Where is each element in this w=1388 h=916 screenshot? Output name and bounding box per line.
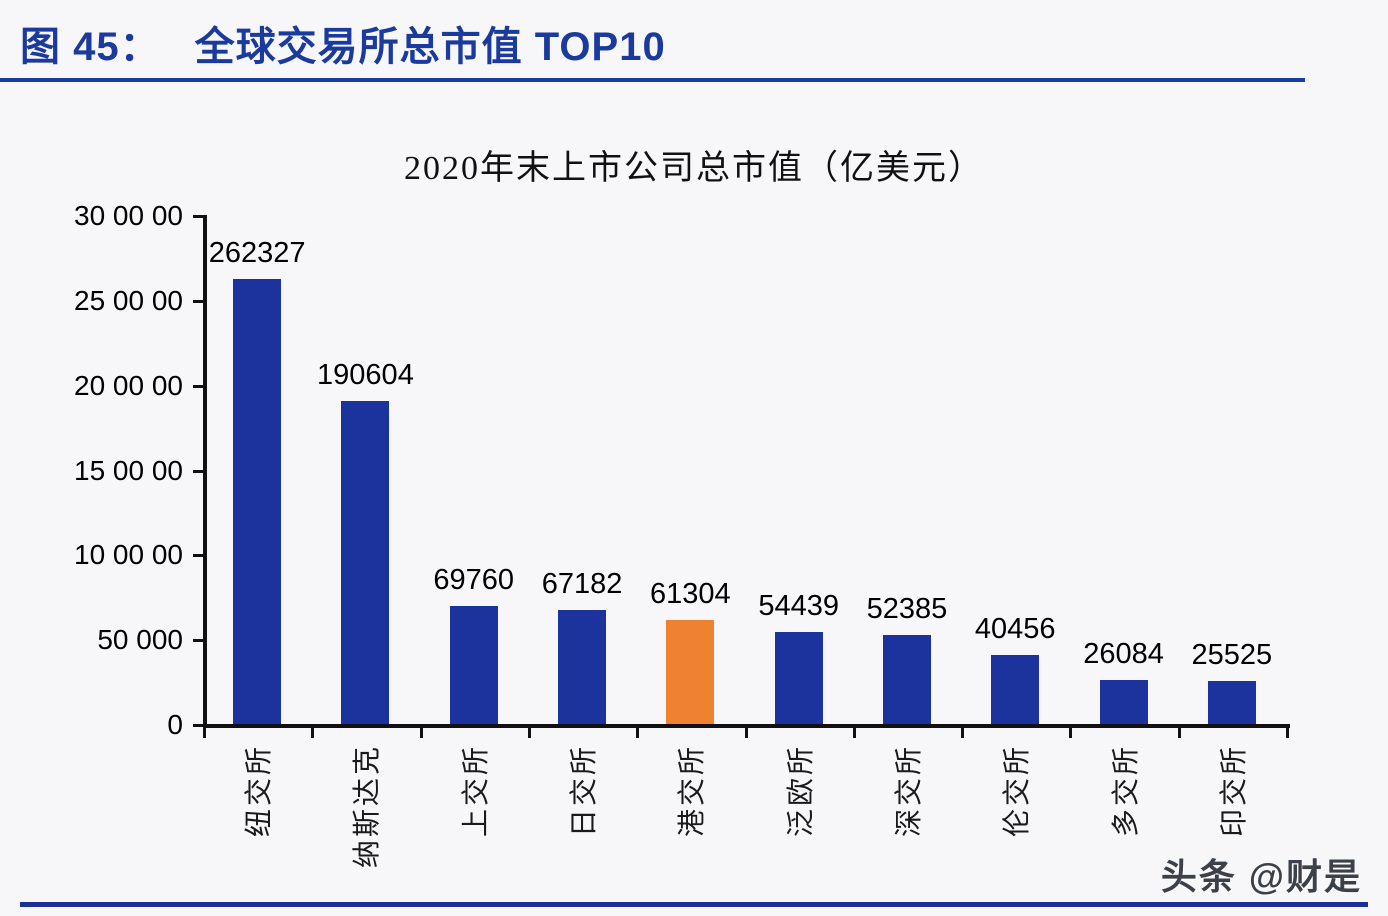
bar-value-label: 69760 [433, 564, 515, 596]
x-axis-tick [744, 728, 748, 738]
x-category-label: 深交所 [893, 744, 925, 838]
bar-印交所 [1207, 681, 1256, 724]
bar-港交所 [666, 620, 715, 724]
x-category-cell: 上交所 [419, 744, 529, 914]
x-category-label: 日交所 [569, 744, 601, 838]
y-axis-tick [193, 299, 203, 303]
y-axis-tick-label: 50 000 [97, 624, 183, 656]
bar-value-label: 25525 [1191, 639, 1273, 671]
watermark: 头条 @财是 [1160, 856, 1362, 897]
x-axis-tick [1177, 728, 1181, 738]
x-category-cell: 伦交所 [960, 744, 1070, 914]
bar-上交所 [449, 606, 498, 724]
x-category-label: 印交所 [1218, 744, 1250, 838]
y-axis-tick [193, 724, 203, 727]
x-axis-tick [961, 728, 965, 738]
bar-泛欧所 [774, 632, 823, 724]
y-axis-tick-label: 0 [167, 709, 183, 740]
bar-深交所 [882, 635, 931, 724]
y-axis-tick-label: 25 00 00 [74, 284, 183, 316]
figure-header: 图 45： 全球交易所总市值 TOP10 [20, 14, 666, 72]
y-axis-tick-label: 15 00 00 [74, 454, 183, 486]
y-axis-tick-label: 10 00 00 [74, 539, 183, 571]
chart-title: 2020年末上市公司总市值（亿美元） [404, 150, 984, 187]
y-axis-tick [193, 469, 203, 473]
x-category-label: 泛欧所 [785, 744, 817, 838]
x-category-cell: 港交所 [635, 744, 745, 914]
x-category-cell: 日交所 [527, 744, 637, 914]
bar-纳斯达克 [341, 401, 390, 724]
x-category-label: 上交所 [460, 744, 492, 838]
bar-value-label: 40456 [974, 613, 1056, 645]
bottom-divider [20, 902, 1368, 907]
bar-value-label: 67182 [541, 568, 623, 600]
bar-多交所 [1099, 680, 1148, 724]
x-category-label: 伦交所 [1002, 744, 1034, 838]
y-axis-tick [193, 554, 203, 558]
x-axis-tick [527, 728, 531, 738]
x-axis-tick [419, 728, 423, 738]
x-category-label: 多交所 [1110, 744, 1142, 838]
bar-日交所 [558, 610, 607, 724]
x-axis [203, 724, 1290, 728]
y-axis [203, 215, 207, 728]
x-category-cell: 纽交所 [202, 744, 312, 914]
bar-value-label: 61304 [650, 578, 731, 610]
y-axis-tick [193, 215, 203, 218]
bar-伦交所 [991, 655, 1040, 724]
bar-纽交所 [233, 279, 282, 724]
x-axis-tick [1069, 728, 1073, 738]
x-category-cell: 泛欧所 [744, 744, 854, 914]
y-axis-tick-label: 30 00 00 [74, 200, 183, 231]
x-category-cell: 纳斯达克 [310, 744, 420, 914]
figure-number: 图 45： [20, 25, 161, 69]
y-axis-tick [193, 384, 203, 388]
bar-value-label: 52385 [866, 593, 948, 625]
bar-value-label: 262327 [208, 237, 306, 269]
x-axis-tick [203, 728, 206, 738]
bar-value-label: 54439 [758, 590, 839, 622]
x-category-label: 纳斯达克 [352, 744, 384, 869]
bar-value-label: 26084 [1083, 638, 1164, 670]
x-axis-tick [1286, 728, 1289, 738]
x-category-label: 纽交所 [244, 744, 276, 838]
x-axis-tick [311, 728, 315, 738]
x-category-label: 港交所 [677, 744, 709, 838]
y-axis-tick-label: 20 00 00 [74, 369, 183, 401]
header-divider [0, 78, 1305, 82]
x-axis-tick [636, 728, 640, 738]
y-axis-tick [193, 639, 203, 643]
x-axis-tick [852, 728, 856, 738]
x-category-cell: 深交所 [852, 744, 962, 914]
bar-value-label: 190604 [317, 359, 414, 391]
figure-title: 全球交易所总市值 TOP10 [194, 25, 666, 69]
